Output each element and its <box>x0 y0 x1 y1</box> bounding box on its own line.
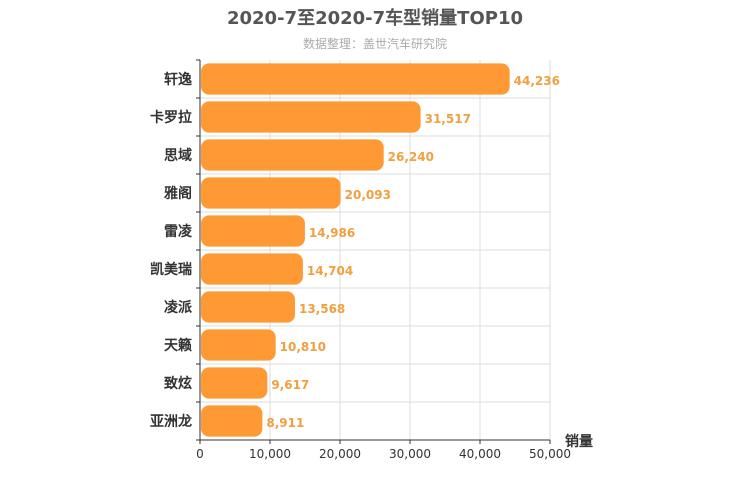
x-tick-label: 50,000 <box>529 447 571 461</box>
grid-lines <box>200 60 551 440</box>
bar <box>201 215 305 247</box>
bar <box>201 63 510 95</box>
category-label: 凯美瑞 <box>150 261 192 278</box>
bar <box>201 177 341 209</box>
bar <box>201 139 384 171</box>
chart-subtitle: 数据整理：盖世汽车研究院 <box>303 36 447 51</box>
value-label: 26,240 <box>388 150 434 164</box>
chart-title: 2020-7至2020-7车型销量TOP10 <box>227 7 523 29</box>
category-label: 轩逸 <box>164 71 192 88</box>
x-tick-label: 40,000 <box>459 447 501 461</box>
value-label: 20,093 <box>345 188 391 202</box>
x-tick-label: 20,000 <box>319 447 361 461</box>
category-label: 卡罗拉 <box>150 109 192 126</box>
value-label: 13,568 <box>299 302 345 316</box>
category-label: 致炫 <box>164 375 192 392</box>
value-label: 44,236 <box>514 74 560 88</box>
category-label: 雷凌 <box>164 223 193 240</box>
x-axis-name: 销量 <box>565 433 593 450</box>
category-label: 雅阁 <box>164 185 192 202</box>
bar <box>201 253 303 285</box>
value-label: 14,704 <box>307 264 353 278</box>
bar <box>201 101 421 133</box>
bar <box>201 405 263 437</box>
bar <box>201 367 268 399</box>
axes: 0 10,000 20,000 30,000 40,000 50,000 <box>196 59 571 461</box>
value-label: 9,617 <box>271 378 309 392</box>
value-label: 8,911 <box>266 416 304 430</box>
x-tick-label: 30,000 <box>389 447 431 461</box>
x-tick-label: 0 <box>196 447 204 461</box>
category-label: 天籁 <box>164 337 192 354</box>
bar <box>201 291 295 323</box>
category-label: 亚洲龙 <box>150 413 192 430</box>
x-tick-label: 10,000 <box>249 447 291 461</box>
value-label: 14,986 <box>309 226 355 240</box>
value-label: 10,810 <box>280 340 326 354</box>
bars: 轩逸 44,236 卡罗拉 31,517 思域 26,240 雅阁 20,093 雷凌 14,98… <box>150 63 560 437</box>
value-label: 31,517 <box>425 112 471 126</box>
category-label: 凌派 <box>164 299 193 316</box>
category-label: 思域 <box>164 147 192 164</box>
bar <box>201 329 276 361</box>
